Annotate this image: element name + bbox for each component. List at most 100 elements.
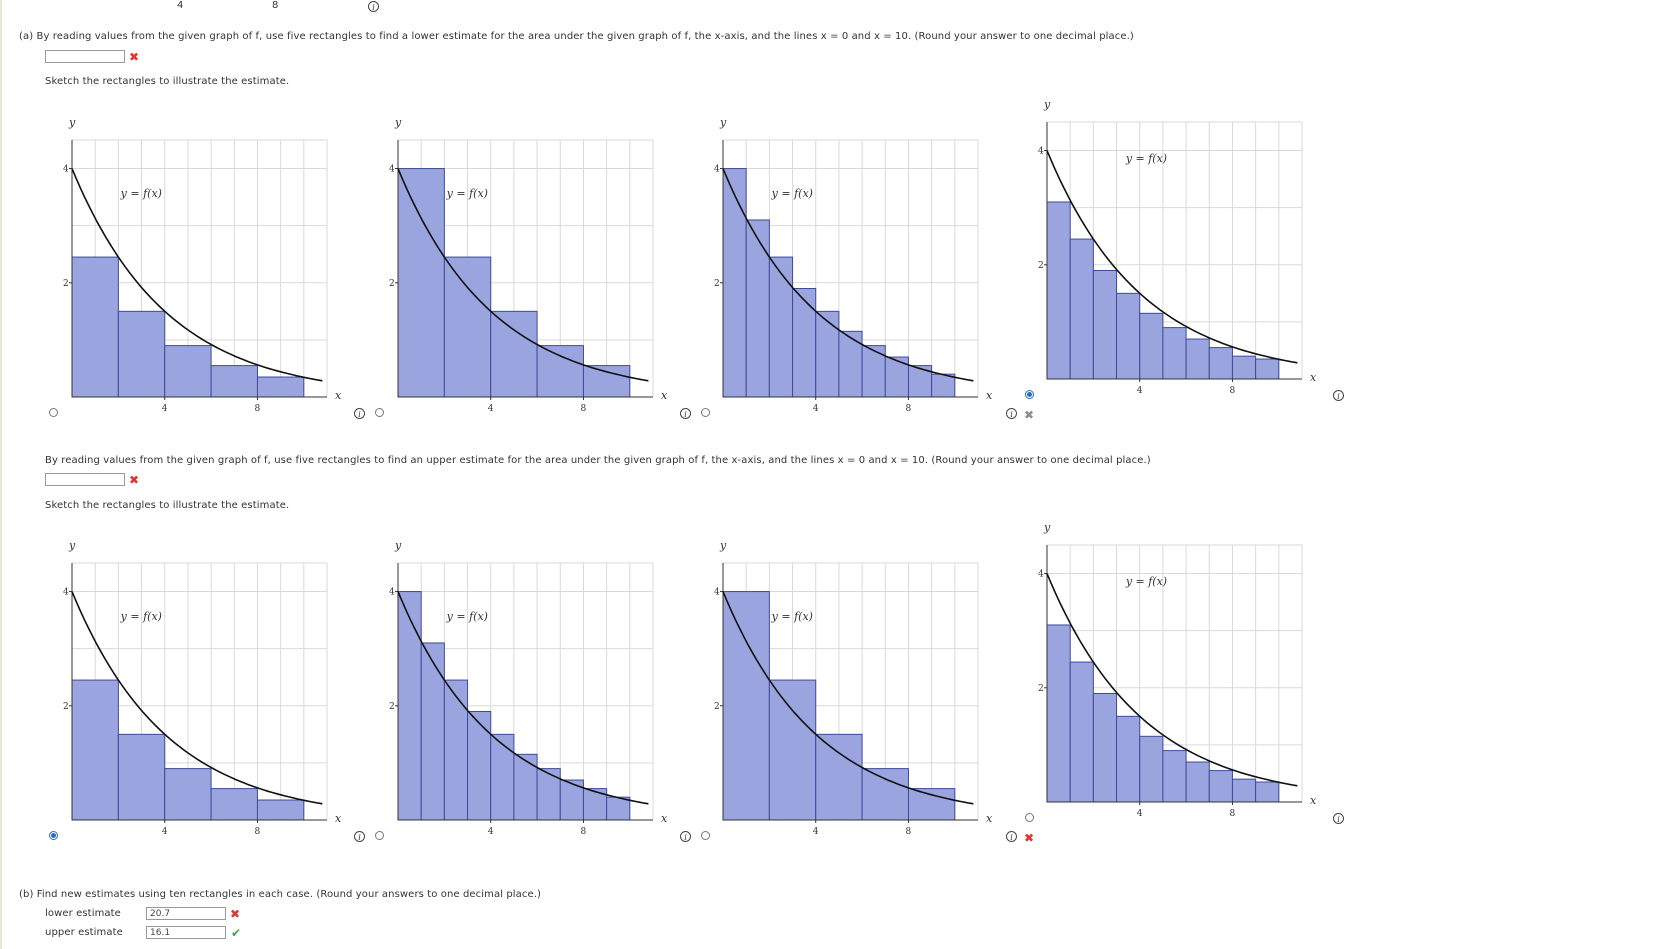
info-icon[interactable]: i bbox=[1006, 408, 1017, 419]
y-tick-label-4: 4 bbox=[389, 165, 395, 175]
upper-estimate-input[interactable] bbox=[45, 473, 125, 486]
y-axis-label: y bbox=[719, 539, 727, 552]
x-axis-label: x bbox=[335, 389, 342, 402]
top-tick-8: 8 bbox=[272, 0, 279, 11]
info-icon[interactable]: i bbox=[1006, 831, 1017, 842]
function-curve bbox=[397, 591, 649, 805]
estimate-rectangle bbox=[722, 591, 770, 821]
y-axis-label: y bbox=[719, 116, 727, 129]
curve-label: y = f(x) bbox=[446, 610, 488, 623]
x-axis-label: x bbox=[986, 389, 993, 402]
function-curve bbox=[1046, 573, 1298, 787]
y-tick-label-2: 2 bbox=[1038, 261, 1044, 271]
info-icon[interactable]: i bbox=[354, 408, 365, 419]
estimate-rectangle bbox=[71, 256, 119, 398]
estimate-rectangle bbox=[722, 168, 747, 398]
upper-option-radio-4[interactable] bbox=[1025, 813, 1034, 822]
estimate-rectangle bbox=[443, 256, 492, 398]
option-status-icon: ✖ bbox=[1024, 408, 1035, 422]
estimate-rectangle bbox=[1185, 761, 1210, 803]
y-tick-label-4: 4 bbox=[63, 165, 69, 175]
lower-estimate-input[interactable] bbox=[45, 50, 125, 63]
estimate-rectangle bbox=[745, 219, 770, 398]
info-icon[interactable]: i bbox=[680, 408, 691, 419]
estimate-rectangle bbox=[397, 168, 445, 398]
estimate-rectangle bbox=[931, 373, 956, 398]
estimate-rectangle bbox=[117, 310, 166, 398]
info-icon[interactable]: i bbox=[1333, 390, 1344, 401]
curve-label: y = f(x) bbox=[1125, 575, 1167, 588]
lower-option-radio-2[interactable] bbox=[375, 408, 384, 417]
x-tick-label-4: 4 bbox=[488, 827, 494, 837]
estimate-rectangle bbox=[1092, 269, 1118, 380]
x-tick-label-8: 8 bbox=[580, 404, 586, 414]
lower-option-radio-1[interactable] bbox=[49, 408, 58, 417]
curve-label: y = f(x) bbox=[771, 187, 813, 200]
upper-graph-2: y x 4 2 4 8 y = f(x) bbox=[389, 539, 668, 837]
lower-option-radio-3[interactable] bbox=[701, 408, 710, 417]
estimate-rectangle bbox=[582, 365, 631, 398]
info-icon[interactable]: i bbox=[1333, 813, 1344, 824]
upper-option-radio-2[interactable] bbox=[375, 831, 384, 840]
estimate-rectangle bbox=[256, 799, 305, 821]
x-axis-label: x bbox=[661, 812, 668, 825]
y-tick-label-2: 2 bbox=[1038, 684, 1044, 694]
estimate-rectangle bbox=[420, 642, 445, 821]
x-tick-label-4: 4 bbox=[162, 827, 168, 837]
upper-graph-1: y x 4 2 4 8 y = f(x) bbox=[63, 539, 342, 837]
upper-option-radio-3[interactable] bbox=[701, 831, 710, 840]
upper-option-radio-1[interactable] bbox=[49, 831, 58, 840]
question-lower-estimate: (a) By reading values from the given gra… bbox=[19, 31, 1134, 42]
x-axis-label: x bbox=[1310, 794, 1317, 807]
estimate-rectangle bbox=[606, 796, 631, 821]
x-axis-label: x bbox=[661, 389, 668, 402]
ten-rect-lower-input[interactable]: 20.7 bbox=[146, 907, 226, 920]
estimate-rectangle bbox=[768, 256, 794, 398]
y-axis-label: y bbox=[394, 116, 402, 129]
estimate-rectangle bbox=[467, 710, 492, 821]
estimate-rectangle bbox=[1185, 338, 1210, 380]
incorrect-icon: ✖ bbox=[230, 907, 241, 921]
info-icon[interactable]: i bbox=[680, 831, 691, 842]
incorrect-icon: ✖ bbox=[129, 473, 140, 487]
function-curve bbox=[1046, 150, 1298, 364]
estimate-rectangle bbox=[164, 768, 212, 821]
estimate-rectangle bbox=[861, 768, 909, 821]
lower-graph-2: y x 4 2 4 8 y = f(x) bbox=[389, 116, 668, 414]
y-tick-label-2: 2 bbox=[389, 279, 395, 289]
estimate-rectangle bbox=[1069, 661, 1094, 803]
estimate-rectangle bbox=[513, 753, 538, 821]
estimate-rectangle bbox=[1116, 715, 1141, 803]
sketch-instruction: Sketch the rectangles to illustrate the … bbox=[45, 500, 290, 511]
x-tick-label-8: 8 bbox=[905, 827, 911, 837]
y-tick-label-4: 4 bbox=[714, 165, 720, 175]
estimate-rectangle bbox=[536, 345, 584, 398]
upper-graph-4: y x 4 2 4 8 y = f(x) bbox=[1038, 521, 1317, 819]
estimate-rectangle bbox=[256, 376, 305, 398]
y-axis-label: y bbox=[68, 539, 76, 552]
lower-option-radio-4[interactable] bbox=[1025, 390, 1034, 399]
x-tick-label-4: 4 bbox=[488, 404, 494, 414]
estimate-rectangle bbox=[1208, 770, 1233, 803]
function-curve bbox=[71, 591, 323, 805]
estimate-rectangle bbox=[1139, 735, 1164, 803]
y-axis-label: y bbox=[1043, 98, 1051, 111]
lower-estimate-label: lower estimate bbox=[45, 908, 121, 919]
y-axis-label: y bbox=[68, 116, 76, 129]
curve-label: y = f(x) bbox=[446, 187, 488, 200]
x-axis-label: x bbox=[986, 812, 993, 825]
estimate-rectangle bbox=[1046, 624, 1071, 803]
y-axis-label: y bbox=[394, 539, 402, 552]
y-tick-label-4: 4 bbox=[1038, 147, 1044, 157]
upper-graph-3: y x 4 2 4 8 y = f(x) bbox=[714, 539, 993, 837]
info-icon[interactable]: i bbox=[354, 831, 365, 842]
estimate-rectangle bbox=[815, 733, 863, 821]
function-curve bbox=[71, 168, 323, 382]
ten-rect-upper-input[interactable]: 16.1 bbox=[146, 926, 226, 939]
estimate-rectangle bbox=[838, 330, 863, 398]
estimate-rectangle bbox=[1162, 327, 1187, 380]
x-tick-label-8: 8 bbox=[905, 404, 911, 414]
info-icon[interactable]: i bbox=[368, 1, 379, 12]
y-tick-label-2: 2 bbox=[714, 702, 720, 712]
estimate-rectangle bbox=[1139, 312, 1164, 380]
